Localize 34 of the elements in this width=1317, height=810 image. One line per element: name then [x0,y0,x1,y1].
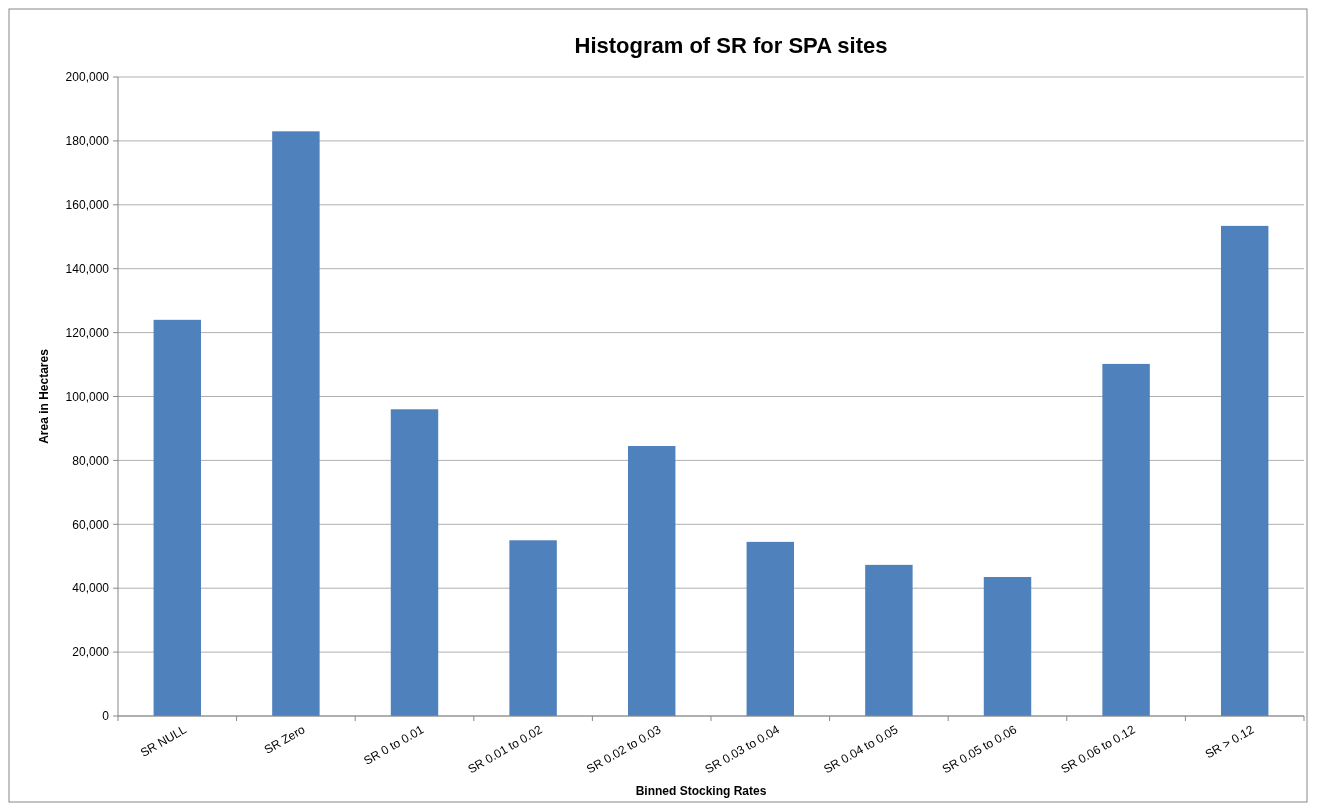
bar [1102,363,1150,716]
y-tick-label: 60,000 [72,517,110,532]
y-tick-label: 0 [102,709,110,724]
bar [509,540,557,716]
chart-title: Histogram of SR for SPA sites [574,33,888,58]
y-tick-label: 180,000 [65,134,110,149]
y-tick-label: 120,000 [65,325,110,340]
bar [390,409,439,716]
bar [153,319,202,716]
y-tick-label: 80,000 [72,453,110,468]
y-tick-label: 100,000 [65,389,110,404]
x-tick-label: SR NULL [137,722,190,760]
bar [1220,225,1269,716]
y-tick-label: 160,000 [65,198,110,212]
bar [865,564,913,716]
y-axis-title: Area in Hectares [37,348,51,444]
y-tick-label: 200,000 [65,70,110,85]
x-tick-label: SR 0.02 to 0.03 [583,722,664,777]
bar [746,541,795,716]
x-tick-label: SR 0.04 to 0.05 [821,722,901,777]
x-tick-label: SR 0.01 to 0.02 [465,722,545,777]
x-tick-label: SR 0 to 0.01 [361,722,427,768]
bar [983,577,1032,716]
x-tick-label: SR 0.06 to 0.12 [1058,722,1138,777]
x-axis-title: Binned Stocking Rates [635,784,767,798]
x-tick-label: SR 0.05 to 0.06 [939,722,1020,777]
y-tick-label: 40,000 [72,581,110,596]
y-tick-label: 140,000 [65,261,110,276]
x-tick-label: SR Zero [261,722,308,757]
bar [272,131,320,716]
x-tick-label: SR > 0.12 [1202,722,1257,762]
x-tick-label: SR 0.03 to 0.04 [702,722,783,777]
y-tick-label: 20,000 [72,645,110,660]
bar [627,446,676,716]
